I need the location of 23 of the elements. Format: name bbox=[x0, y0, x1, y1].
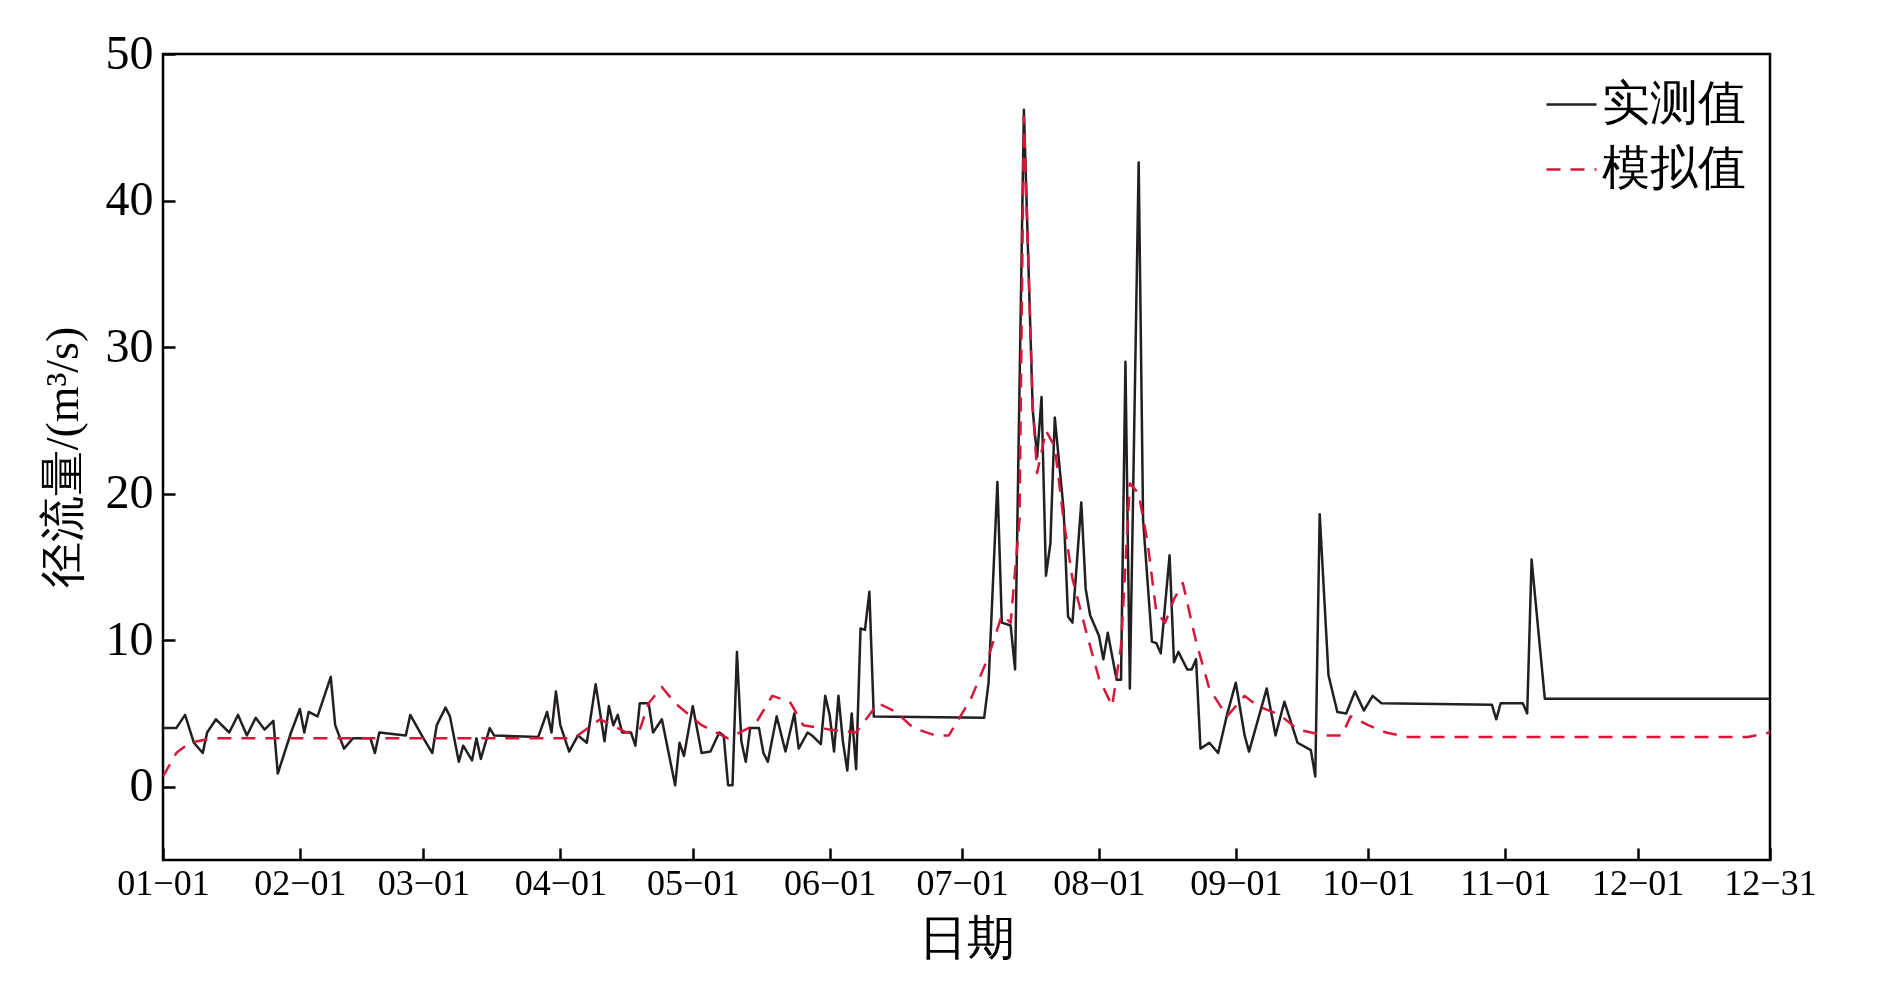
y-tick-label: 40 bbox=[105, 172, 154, 226]
x-tick-label: 02−01 bbox=[254, 862, 347, 903]
y-axis-title: 径流量/(m³/s) bbox=[36, 326, 88, 589]
y-tick-label: 50 bbox=[105, 25, 154, 79]
x-tick-label: 04−01 bbox=[514, 862, 607, 903]
x-tick-label: 08−01 bbox=[1053, 862, 1146, 903]
y-tick-label: 30 bbox=[105, 318, 154, 372]
x-tick-label: 12−01 bbox=[1591, 862, 1685, 903]
legend-label: 模拟值 bbox=[1602, 140, 1746, 194]
x-tick-label: 05−01 bbox=[647, 862, 740, 903]
x-tick-label: 07−01 bbox=[916, 862, 1009, 903]
legend-label: 实测值 bbox=[1602, 75, 1746, 129]
x-tick-label: 10−01 bbox=[1322, 862, 1415, 903]
x-tick-label: 06−01 bbox=[783, 862, 877, 903]
y-tick-label: 20 bbox=[105, 465, 154, 519]
x-tick-label: 01−01 bbox=[117, 862, 210, 903]
x-tick-label: 09−01 bbox=[1190, 862, 1283, 903]
y-tick-label: 10 bbox=[105, 611, 154, 665]
x-tick-label: 03−01 bbox=[377, 862, 471, 903]
x-tick-label: 12−31 bbox=[1724, 862, 1817, 903]
y-tick-label: 0 bbox=[129, 758, 154, 812]
x-tick-label: 11−01 bbox=[1460, 862, 1552, 903]
x-axis-title: 日期 bbox=[919, 910, 1015, 964]
